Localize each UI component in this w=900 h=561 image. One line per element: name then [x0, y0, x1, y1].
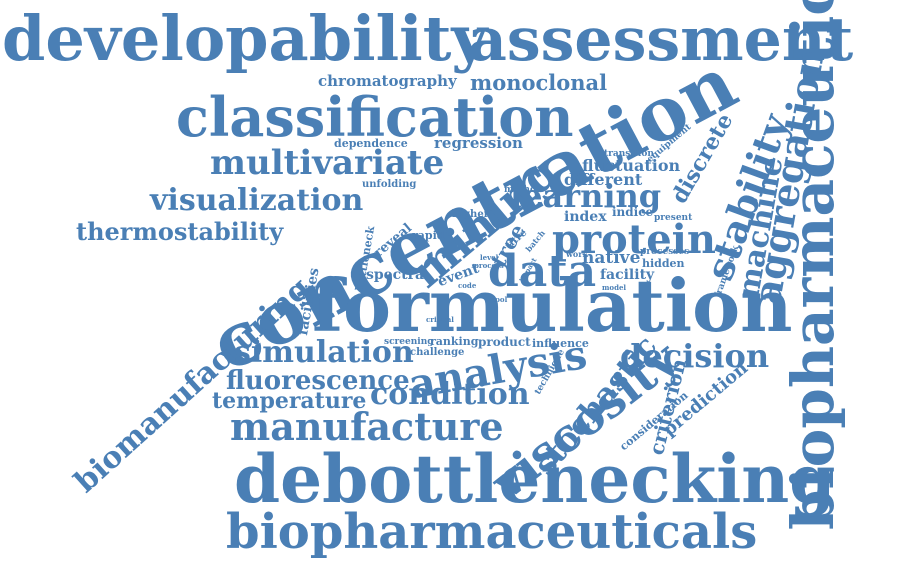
word-model: model	[602, 283, 627, 292]
word-data: data	[488, 246, 597, 297]
word-chromatography: chromatography	[318, 72, 457, 90]
word-critical: critical	[426, 315, 454, 324]
word-monoclonal: monoclonal	[470, 70, 608, 95]
word-challenge: challenge	[410, 347, 465, 358]
word-process: process	[474, 261, 504, 270]
word-work: work	[566, 249, 588, 259]
word-formulation: formulation	[312, 263, 793, 348]
word-native: native	[582, 248, 641, 268]
word-transition: transition	[604, 149, 654, 159]
word-spectra: spectra	[366, 267, 425, 283]
word-hidden: hidden	[642, 257, 685, 270]
word-code: code	[458, 281, 477, 290]
word-simulation: simulation	[234, 335, 414, 370]
word-rapid: rapid	[412, 229, 445, 242]
word-method: method	[504, 185, 543, 195]
word-debottlenecking: debottlenecking	[234, 440, 836, 518]
word-tool: tool	[492, 295, 508, 304]
word-screening: screening	[384, 337, 434, 347]
word-developability: developability	[2, 2, 488, 75]
word-index: index	[564, 209, 607, 225]
word-temperature: temperature	[212, 388, 367, 414]
word-product: product	[478, 335, 531, 349]
word-learning: learning	[510, 177, 662, 215]
word-indice: indice	[612, 205, 654, 219]
word-manufacture: manufacture	[230, 404, 504, 449]
word-dependence: dependence	[334, 137, 408, 150]
word-condition: condition	[370, 377, 530, 412]
word-decision: decision	[620, 337, 770, 375]
word-level: level	[480, 253, 499, 262]
word-assessment: assessment	[468, 5, 854, 75]
word-facility: facility	[600, 267, 655, 283]
word-present: present	[654, 213, 693, 223]
word-higher: higher	[452, 209, 489, 220]
word-processes: processes	[640, 247, 690, 257]
word-different: different	[564, 170, 643, 189]
word-unfolding: unfolding	[362, 179, 417, 190]
word-protein: protein	[552, 216, 716, 263]
word-thermostability: thermostability	[76, 217, 284, 246]
word-ranking: ranking	[430, 335, 479, 348]
word-visualization: visualization	[150, 183, 364, 218]
word-classification: classification	[176, 85, 574, 149]
word-regression: regression	[434, 134, 523, 152]
word-multivariate: multivariate	[210, 143, 445, 183]
word-influence: influence	[532, 337, 589, 350]
word-biopharmaceuticals: biopharmaceuticals	[226, 504, 758, 560]
word-fluctuation: fluctuation	[582, 156, 681, 175]
word-fluorescence: fluorescence	[226, 366, 410, 396]
